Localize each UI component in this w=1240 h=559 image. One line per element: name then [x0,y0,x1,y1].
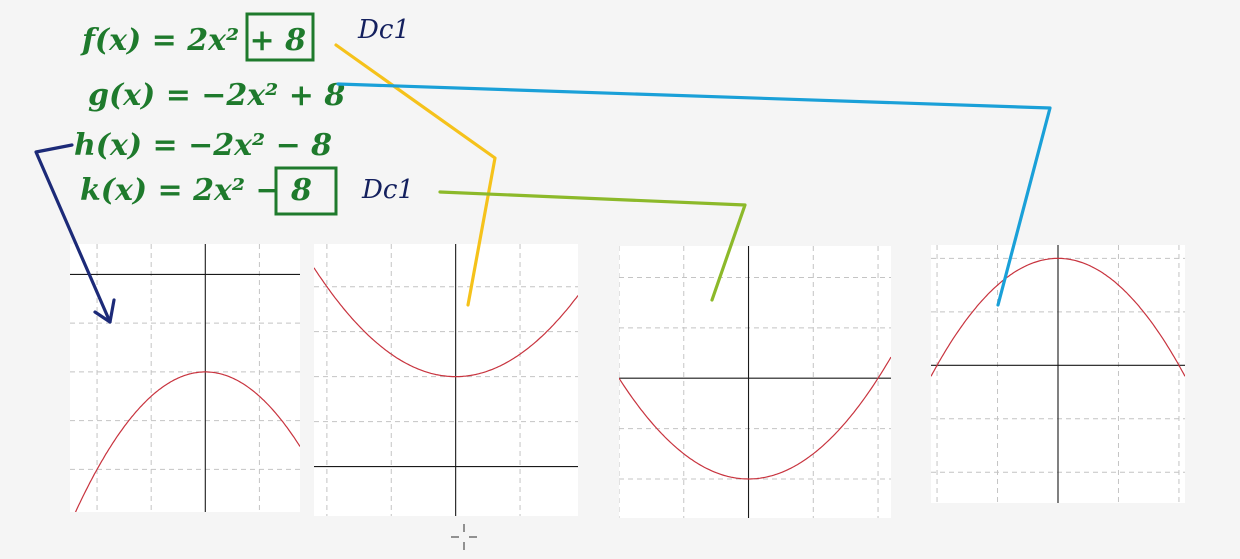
parabola-curve [619,356,891,480]
graph-panel-k [619,246,891,518]
equation-g: g(x) = −2x² + 8 [88,78,345,113]
note-f: Dc1 [357,15,410,45]
connector-k [438,190,747,302]
plot-area [70,244,300,512]
connectors [34,43,1052,324]
equation-k: k(x) = 2x² − 8 [80,173,312,208]
parabola-curve [314,267,578,378]
boxed-term-f [245,12,315,62]
equation-f: f(x) = 2x² + 8 [80,23,306,58]
parabola-curve [74,371,300,512]
note-k: Dc1 [361,175,414,205]
connector-f [334,43,497,307]
cursor-icon [451,524,477,550]
graph-panel-f [314,244,578,516]
connector-g [336,82,1052,307]
boxed-term-k [274,166,338,216]
equation-h: h(x) = −2x² − 8 [74,128,332,163]
graph-panel-h [70,244,300,512]
parabola-curve [931,257,1185,377]
equations: f(x) = 2x² + 8 Dc1 g(x) = −2x² + 8 h(x) … [74,12,414,216]
plot-area [619,246,891,518]
graph-panel-g [931,245,1185,503]
connector-h [34,143,112,324]
connector-h-arrowhead [93,298,116,324]
plot-area [314,244,578,516]
